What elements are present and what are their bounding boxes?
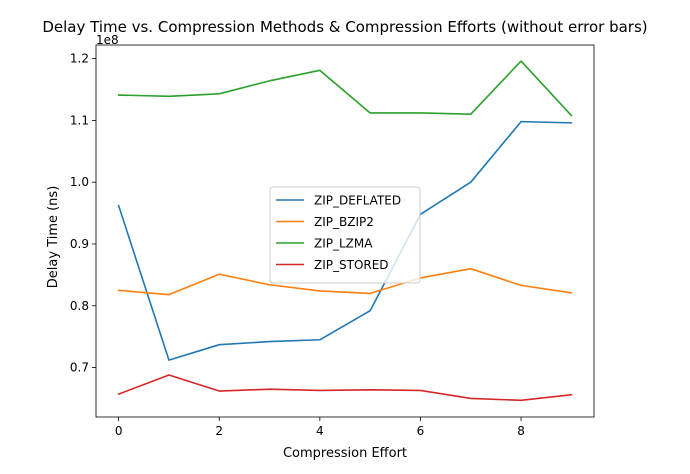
y-tick-label: 0.7 <box>70 361 89 375</box>
x-tick-label: 2 <box>215 424 223 438</box>
x-tick-label: 8 <box>517 424 525 438</box>
y-tick-label: 0.8 <box>70 299 89 313</box>
plot-area <box>117 60 573 402</box>
series-line-zip-stored <box>117 374 573 402</box>
axes-frame <box>95 44 595 418</box>
series-line-zip-bzip2 <box>117 267 573 296</box>
x-tick-label: 0 <box>115 424 123 438</box>
y-tick-label: 1.0 <box>70 175 89 189</box>
series-line-zip-lzma <box>117 60 573 117</box>
y-tick-label: 1.2 <box>70 52 89 66</box>
x-tick-label: 4 <box>316 424 324 438</box>
legend-label: ZIP_DEFLATED <box>314 194 401 208</box>
legend: ZIP_DEFLATED ZIP_BZIP2 ZIP_LZMA ZIP_STORED <box>269 186 421 284</box>
y-axis-label: Delay Time (ns) <box>46 186 61 289</box>
chart-title: Delay Time vs. Compression Methods & Com… <box>42 18 647 36</box>
legend-label: ZIP_LZMA <box>314 237 373 251</box>
x-axis-label: Compression Effort <box>283 446 407 461</box>
series-line-zip-deflated <box>117 120 573 361</box>
legend-box <box>269 186 421 284</box>
y-tick-label: 0.9 <box>70 237 89 251</box>
y-tick-label: 1.1 <box>70 113 89 127</box>
y-offset-label: 1e8 <box>96 33 119 47</box>
axes: 0 2 4 6 8 0.7 0.8 0.9 1.0 1.1 1.2 <box>70 44 595 438</box>
legend-label: ZIP_STORED <box>314 258 389 272</box>
x-tick-label: 6 <box>417 424 425 438</box>
legend-label: ZIP_BZIP2 <box>314 215 374 229</box>
